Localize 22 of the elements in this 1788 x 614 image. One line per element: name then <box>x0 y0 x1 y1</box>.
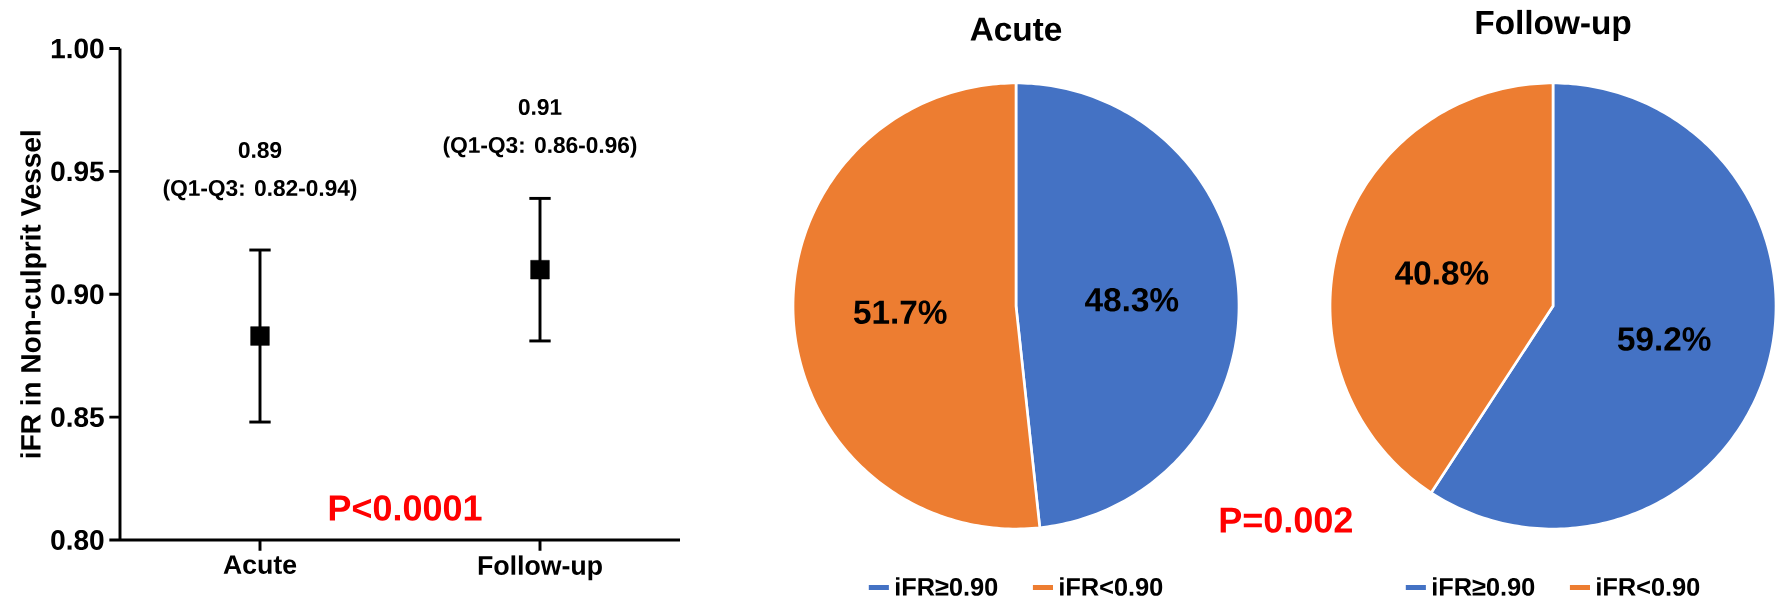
text: P=0.002 <box>1220 507 1352 533</box>
legend-label: iFR≥0.90 <box>895 577 998 596</box>
data-label: 40.8% <box>1395 261 1489 285</box>
y-tick-label: 0.95 <box>51 161 104 182</box>
chart-title: Acute <box>970 17 1062 41</box>
legend-label: iFR<0.90 <box>1060 577 1163 596</box>
y-tick-label: 0.80 <box>51 530 104 550</box>
y-axis-title: iFR in Non-culprit Vessel <box>20 131 47 458</box>
annotation: P<0.0001 <box>329 495 482 521</box>
data-label: 51.7% <box>853 300 947 324</box>
legend-label: iFR≥0.90 <box>1433 577 1535 596</box>
annotation: 0.91 <box>518 98 562 116</box>
data-label: 59.2% <box>1617 327 1711 351</box>
y-tick-label: 1.00 <box>51 38 104 59</box>
data-label: 48.3% <box>1085 287 1179 312</box>
annotation: 0.89 <box>238 141 282 159</box>
annotation: (Q1-Q3: 0.86-0.96) <box>443 136 637 158</box>
chart-title: Follow-up <box>1476 9 1631 41</box>
annotation: (Q1-Q3: 0.82-0.94) <box>163 179 357 201</box>
y-tick-label: 0.90 <box>51 284 104 305</box>
legend-label: iFR<0.90 <box>1597 577 1700 596</box>
y-tick-label: 0.85 <box>51 407 104 428</box>
